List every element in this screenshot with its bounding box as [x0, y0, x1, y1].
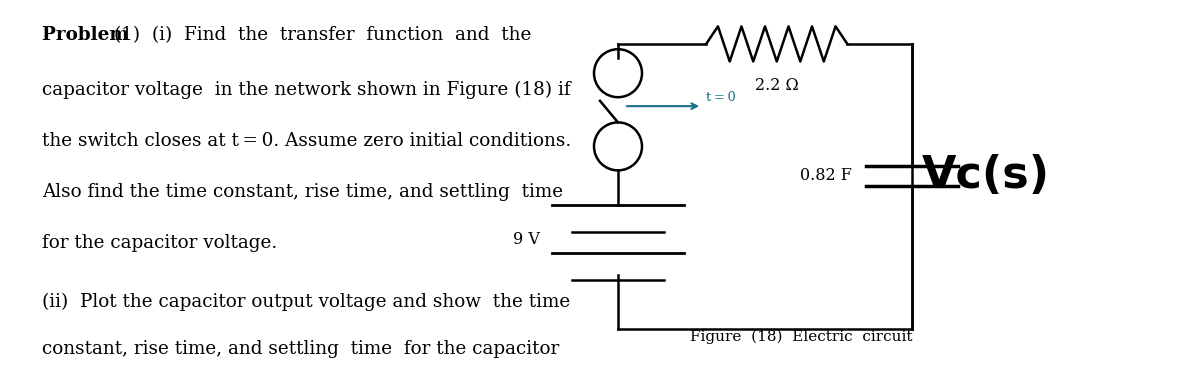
Text: Also find the time constant, rise time, and settling  time: Also find the time constant, rise time, …: [42, 183, 563, 201]
Text: (1)  (i)  Find  the  transfer  function  and  the: (1) (i) Find the transfer function and t…: [114, 26, 532, 44]
Text: Vc(s): Vc(s): [922, 154, 1050, 197]
Text: 9 V: 9 V: [514, 231, 540, 248]
Text: (ii)  Plot the capacitor output voltage and show  the time: (ii) Plot the capacitor output voltage a…: [42, 293, 570, 311]
Text: Figure  (18)  Electric  circuit: Figure (18) Electric circuit: [690, 329, 912, 344]
Text: the switch closes at t = 0. Assume zero initial conditions.: the switch closes at t = 0. Assume zero …: [42, 132, 571, 150]
Text: constant, rise time, and settling  time  for the capacitor: constant, rise time, and settling time f…: [42, 340, 559, 358]
Text: 0.82 F: 0.82 F: [800, 167, 852, 184]
Text: capacitor voltage  in the network shown in Figure (18) if: capacitor voltage in the network shown i…: [42, 81, 571, 99]
Text: t = 0: t = 0: [706, 91, 736, 104]
Text: 2.2 Ω: 2.2 Ω: [755, 77, 799, 94]
Text: for the capacitor voltage.: for the capacitor voltage.: [42, 234, 277, 252]
Text: Problem: Problem: [42, 26, 136, 44]
